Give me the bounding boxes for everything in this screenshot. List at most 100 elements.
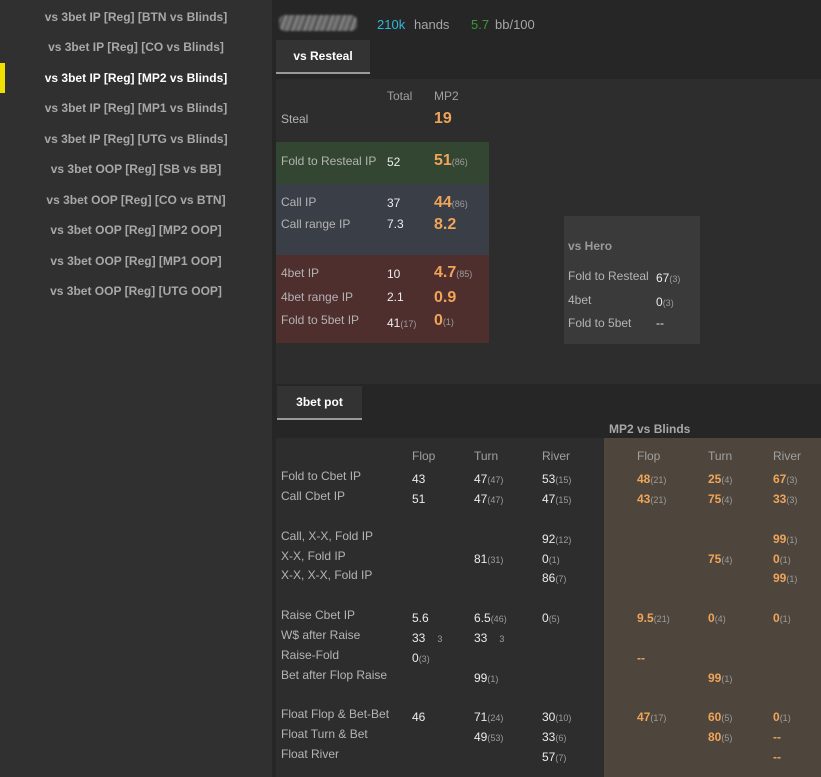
vs-hero-fold-to-resteal: 67(3) (656, 269, 680, 287)
cell-sample-count: (1) (779, 614, 791, 624)
cell-call-cbet-t-river: 47(15) (542, 490, 571, 508)
fold-to-5bet-ip-total-n: (17) (400, 319, 417, 329)
cell-xx-xx-fold-p-river: 99(1) (773, 569, 797, 587)
col-header-total: Total (387, 89, 413, 103)
fourbet-ip-label: 4bet IP (281, 266, 320, 280)
cell-float-flop-bet-bet-p-river: 0(1) (773, 708, 791, 726)
cell-sample-count: (1) (779, 713, 791, 723)
cell-bet-after-flop-raise-t-turn: 99(1) (474, 669, 498, 687)
cell-sample-count: (4) (721, 495, 733, 505)
cell-float-flop-bet-bet-t-flop: 46 (412, 708, 425, 726)
cell-float-flop-bet-bet-t-turn: 71(24) (474, 708, 503, 726)
cell-xx-fold-p-turn: 75(4) (708, 550, 732, 568)
vs-hero-4bet-value: 0 (656, 295, 663, 309)
vs-hero-fold-to-resteal-label: Fold to Resteal (568, 269, 649, 283)
fourbet-band (276, 255, 489, 343)
vs-hero-fold-to-resteal-n: (3) (669, 274, 681, 284)
cell-value: 81 (474, 552, 488, 566)
sidebar-item-co-vs-btn[interactable]: vs 3bet OOP [Reg] [CO vs BTN] (46, 193, 226, 207)
cell-sample-count: (21) (650, 495, 667, 505)
cell-sample-count: (5) (721, 713, 733, 723)
sidebar-item-mp1-oop[interactable]: vs 3bet OOP [Reg] [MP1 OOP] (50, 254, 222, 268)
cell-value: 51 (412, 492, 426, 506)
cell-sample-count: (4) (721, 475, 733, 485)
vs-hero-fold-to-resteal-value: 67 (656, 271, 670, 285)
col-turn-mp2: Turn (708, 449, 733, 463)
row-label-wsd-after-raise: W$ after Raise (281, 628, 361, 642)
cell-xx-fold-p-river: 0(1) (773, 550, 791, 568)
cell-value: 0 (773, 611, 780, 625)
cell-call-cbet-t-flop: 51 (412, 490, 425, 508)
active-item-marker (0, 63, 5, 93)
call-band (276, 184, 489, 255)
row-label-float-river: Float River (281, 747, 340, 761)
cell-raise-fold-t-flop: 0(3) (412, 649, 430, 667)
col-header-mp2: MP2 (434, 89, 459, 103)
col-river: River (542, 449, 571, 463)
cell-sample-count: (7) (555, 753, 567, 763)
cell-value: 75 (708, 552, 722, 566)
hands-label: hands (414, 17, 450, 32)
cell-value: 33 (474, 631, 488, 645)
cell-value: 57 (542, 750, 556, 764)
sidebar-item-mp1-vs-blinds[interactable]: vs 3bet IP [Reg] [MP1 vs Blinds] (44, 101, 228, 115)
cell-value: 71 (474, 710, 488, 724)
steal-value: 19 (434, 110, 452, 127)
cell-sample-count: (10) (555, 713, 572, 723)
call-ip-pos: 44(86) (434, 194, 468, 212)
cell-sample-count: (1) (786, 535, 798, 545)
cell-float-river-t-river: 57(7) (542, 748, 566, 766)
cell-raise-cbet-t-turn: 6.5(46) (474, 609, 507, 627)
cell-value: 6.5 (474, 611, 491, 625)
vs-hero-fold-to-5bet-value: -- (656, 316, 664, 330)
sidebar-item-mp2-vs-blinds[interactable]: vs 3bet IP [Reg] [MP2 vs Blinds] (44, 71, 228, 85)
cell-fold-to-cbet-t-river: 53(15) (542, 470, 571, 488)
cell-call-cbet-p-river: 33(3) (773, 490, 797, 508)
vs-hero-panel (564, 216, 700, 344)
row-label-float-turn-bet: Float Turn & Bet (281, 727, 368, 741)
sidebar-item-mp2-oop[interactable]: vs 3bet OOP [Reg] [MP2 OOP] (50, 223, 222, 237)
cell-value: 0 (542, 552, 549, 566)
fourbet-range-ip-value: 0.9 (434, 289, 457, 306)
cell-sample-count: (1) (721, 674, 733, 684)
winrate-label: bb/100 (495, 17, 535, 32)
cell-sample-count: (24) (487, 713, 504, 723)
cell-value: 53 (542, 472, 556, 486)
mp2-panel-title: MP2 vs Blinds (609, 422, 691, 436)
cell-sample-count: (3) (418, 654, 430, 664)
sidebar-item-co-vs-blinds[interactable]: vs 3bet IP [Reg] [CO vs Blinds] (48, 40, 224, 54)
cell-value: 30 (542, 710, 556, 724)
sidebar-item-utg-vs-blinds[interactable]: vs 3bet IP [Reg] [UTG vs Blinds] (44, 132, 228, 146)
cell-sample-count: (46) (490, 614, 507, 624)
cell-sample-count: (12) (555, 535, 572, 545)
cell-sample-count: (6) (555, 733, 567, 743)
row-label-raise-fold: Raise-Fold (281, 648, 340, 662)
cell-value: 43 (412, 472, 426, 486)
cell-sample-count: (1) (487, 674, 499, 684)
sidebar: vs 3bet IP [Reg] [BTN vs Blinds] vs 3bet… (0, 0, 272, 777)
cell-call-cbet-p-flop: 43(21) (637, 490, 666, 508)
cell-value: 0 (542, 611, 549, 625)
cell-value: 0 (708, 611, 715, 625)
cell-sample-count: (7) (555, 574, 567, 584)
sidebar-item-utg-oop[interactable]: vs 3bet OOP [Reg] [UTG OOP] (50, 284, 222, 298)
cell-fold-to-cbet-t-flop: 43 (412, 470, 425, 488)
tab-vs-resteal[interactable]: vs Resteal (276, 40, 370, 73)
cell-value: 5.6 (412, 611, 429, 625)
sidebar-item-btn-vs-blinds[interactable]: vs 3bet IP [Reg] [BTN vs Blinds] (44, 10, 228, 24)
cell-value: -- (773, 730, 781, 744)
cell-fold-to-cbet-p-river: 67(3) (773, 470, 797, 488)
cell-value: 99 (474, 671, 488, 685)
fold-to-resteal-label: Fold to Resteal IP (281, 154, 377, 168)
sidebar-item-sb-vs-bb[interactable]: vs 3bet OOP [Reg] [SB vs BB] (50, 162, 222, 176)
tab-underline-3bet-pot (277, 418, 362, 420)
cell-value: 49 (474, 730, 488, 744)
player-name-blurred (279, 15, 357, 31)
hands-value: 210k (377, 17, 406, 32)
cell-sample-count: (53) (487, 733, 504, 743)
tab-3bet-pot[interactable]: 3bet pot (277, 386, 362, 419)
cell-value: 46 (412, 710, 426, 724)
vs-hero-title: vs Hero (568, 239, 613, 253)
fold-to-5bet-ip-pos: 0(1) (434, 312, 454, 330)
cell-float-flop-bet-bet-p-flop: 47(17) (637, 708, 666, 726)
